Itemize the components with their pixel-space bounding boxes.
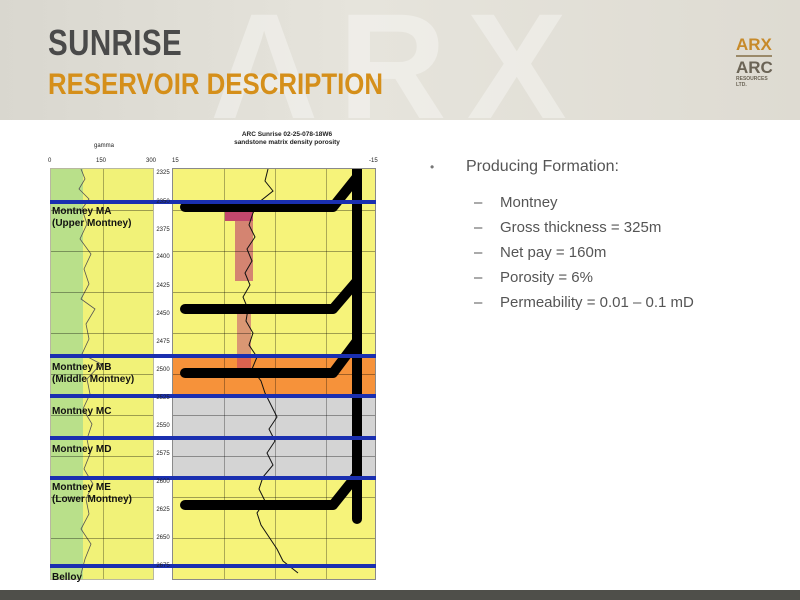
density-grid [173,292,375,293]
formation-top-belloy [50,564,376,568]
sub-bullet-gross-thickness: – Gross thickness = 325m [474,219,662,236]
depth-label: 2650 [156,535,170,541]
density-grid [173,497,375,498]
density-grid [173,333,375,334]
formation-top-mc [50,394,376,398]
company-logo: ARX ARC RESOURCES LTD. [736,36,776,88]
dash-icon: – [474,219,483,236]
well-path [180,169,362,524]
density-porosity-track [172,168,376,580]
gamma-grid [103,169,104,579]
gamma-grid [51,497,153,498]
depth-label: 2575 [156,451,170,457]
gamma-scale-150: 150 [96,158,107,164]
gamma-title: gamma [94,143,115,149]
dash-icon: – [474,294,483,311]
bullet-dot-icon: • [430,160,435,174]
depth-label: 2525 [156,395,170,401]
dash-icon: – [474,244,483,261]
dash-icon: – [474,269,483,286]
gamma-scale-300: 300 [146,158,157,164]
formation-top-mb [50,354,376,358]
sub-bullet-porosity: – Porosity = 6% [474,269,593,286]
gamma-scale-0: 0 [48,158,52,164]
slide-header: ARX SUNRISE RESERVOIR DESCRIPTION ARX AR… [0,0,800,120]
depth-label: 2325 [156,170,170,176]
gamma-grid [51,456,153,457]
depth-label: 2600 [156,479,170,485]
depth-label: 2450 [156,311,170,317]
density-grid [173,251,375,252]
logo-divider [736,55,772,57]
density-grid [173,415,375,416]
formation-top-md [50,436,376,440]
formation-top-me [50,476,376,480]
formation-label-mc: Montney MC [52,406,112,417]
slide-title: SUNRISE [48,22,183,63]
logo-arx: ARX [736,35,772,54]
depth-label: 2475 [156,339,170,345]
logo-resources: RESOURCES [736,76,768,82]
bullet-list: • Producing Formation: – Montney – Gross t… [430,158,694,315]
density-grid [173,456,375,457]
bullet-producing-formation: • Producing Formation: [430,158,694,176]
bullet-main-text: Producing Formation: [466,158,619,175]
sub-bullet-formation: – Montney [474,194,558,211]
gamma-shading [51,169,83,579]
well-log-figure: ARC Sunrise 02-25-078-18W6 sandstone mat… [44,126,384,588]
gamma-grid [51,415,153,416]
depth-label: 2400 [156,254,170,260]
log-title: ARC Sunrise 02-25-078-18W6 sandstone mat… [222,131,352,147]
footer-bar [0,590,800,600]
formation-label-me: Montney ME (Lower Montney) [52,482,132,505]
gamma-grid [51,374,153,375]
depth-label: 2550 [156,423,170,429]
gamma-grid [51,538,153,539]
sub-bullet-list: – Montney – Gross thickness = 325m – Net pa… [474,190,694,315]
density-grid [173,538,375,539]
slide-subtitle: RESERVOIR DESCRIPTION [48,68,383,101]
density-scale-right: -15 [369,158,378,164]
formation-label-md: Montney MD [52,444,112,455]
sub-bullet-net-pay: – Net pay = 160m [474,244,607,261]
dash-icon: – [474,194,483,211]
depth-label: 2350 [156,199,170,205]
depth-label: 2675 [156,563,170,569]
gamma-grid [51,292,153,293]
formation-top-ma [50,200,376,204]
gamma-grid [51,210,153,211]
formation-label-belloy: Belloy [52,572,83,583]
depth-label: 2375 [156,227,170,233]
formation-label-ma: Montney MA (Upper Montney) [52,206,132,229]
depth-label: 2625 [156,507,170,513]
density-scale-left: 15 [172,158,179,164]
logo-arc: ARC [736,58,773,77]
formation-label-mb: Montney MB (Middle Montney) [52,362,135,385]
gamma-grid [51,333,153,334]
gamma-curve [78,169,102,575]
log-title-well: ARC Sunrise 02-25-078-18W6 [241,131,333,138]
gamma-grid [51,251,153,252]
sub-bullet-permeability: – Permeability = 0.01 – 0.1 mD [474,294,694,311]
log-title-curve: sandstone matrix density porosity [234,139,340,146]
gamma-ray-track [50,168,154,580]
logo-ltd: LTD. [736,82,747,88]
depth-label: 2500 [156,367,170,373]
depth-label: 2425 [156,283,170,289]
background-watermark: ARX [210,0,587,120]
